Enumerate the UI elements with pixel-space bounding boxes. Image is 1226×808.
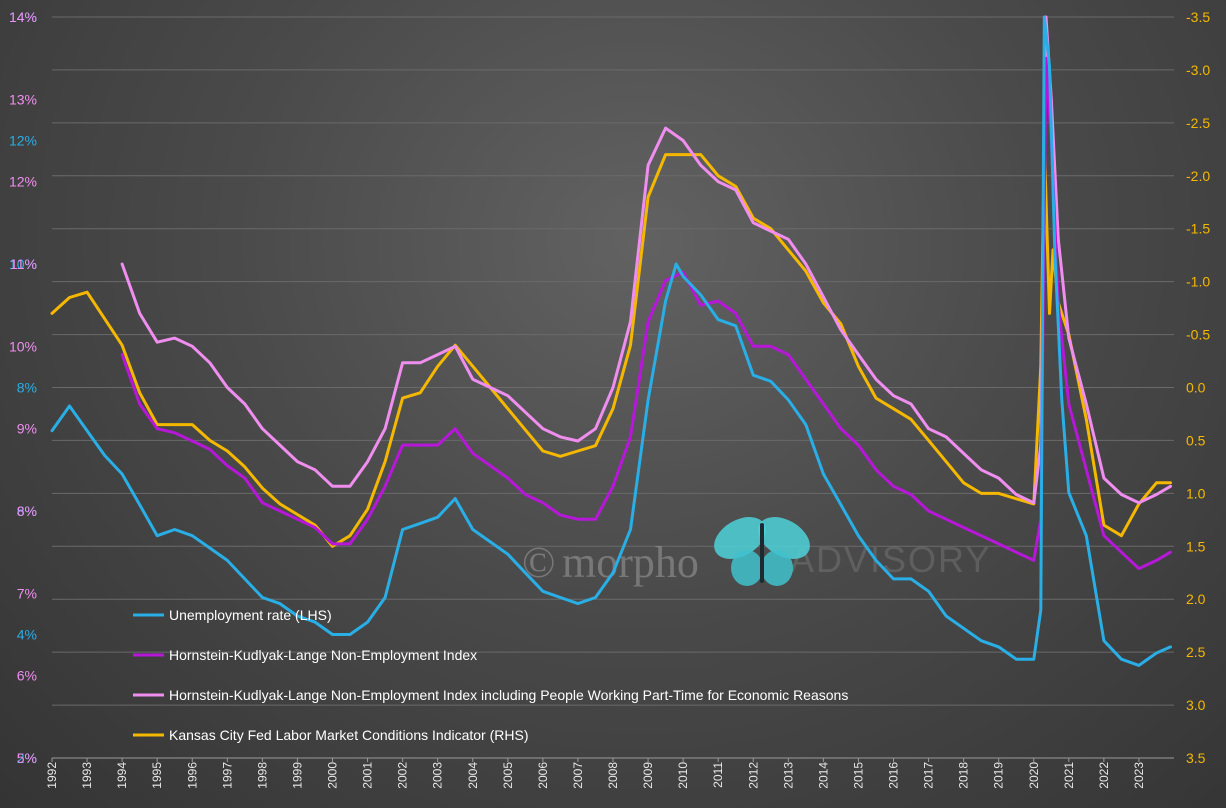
series-line [120,56,1172,571]
x-tick-label: 2001 [361,762,375,789]
x-tick-label: 2000 [326,762,340,789]
legend-entry: Kansas City Fed Labor Market Conditions … [169,727,528,743]
legend-entry: Hornstein-Kudlyak-Lange Non-Employment I… [169,647,477,663]
x-tick-label: 1996 [185,762,199,789]
x-tick-label: 1992 [45,762,59,789]
x-tick-label: 2009 [641,762,655,789]
x-tick-label: 1998 [255,762,269,789]
x-tick-label: 2017 [922,762,936,789]
y-tick-label: 14% [9,9,37,25]
x-tick-label: 2013 [781,762,795,789]
y-tick-label: 3.0 [1186,697,1206,713]
x-tick-label: 1997 [220,762,234,789]
y-tick-label: 13% [9,91,37,107]
series-lines [50,15,1172,667]
series-line [50,142,1172,548]
y-tick-label: 10% [9,338,37,354]
x-tick-label: 2003 [431,762,445,789]
y-tick-label: 4% [17,627,37,643]
x-tick-label: 2005 [501,762,515,789]
series-line [120,15,1172,505]
x-tick-label: 2010 [676,762,690,789]
y-tick-label: 5% [17,750,37,766]
x-tick-label: 2014 [816,762,830,789]
watermark-morpho: morpho [562,538,699,587]
x-tick-label: 2023 [1132,762,1146,789]
y-tick-label: 8% [17,503,37,519]
legend: Unemployment rate (LHS) Hornstein-Kudlyak… [133,607,848,743]
y-tick-label: -1.5 [1186,221,1210,237]
y-tick-label: 3.5 [1186,750,1206,766]
x-tick-label: 2022 [1097,762,1111,789]
y-tick-label: 14% [9,9,37,25]
y-tick-label: 10% [9,256,37,272]
y-tick-label: 8% [17,380,37,396]
x-tick-label: 2002 [396,762,410,789]
x-tick-label: 1994 [115,762,129,789]
x-tick-label: 2011 [711,762,725,788]
watermark-copyright: © [522,538,555,587]
y-tick-label: 6% [17,503,37,519]
y-tick-label: -3.0 [1186,62,1210,78]
y-tick-label: 11% [10,256,37,272]
y-tick-label: 0.5 [1186,432,1206,448]
y-tick-label: -0.5 [1186,327,1210,343]
x-tick-label: 2012 [746,762,760,789]
y-tick-label: 12% [9,174,37,190]
x-tick-label: 2020 [1027,762,1041,789]
x-tick-label: 2019 [992,762,1006,789]
x-tick-label: 2006 [536,762,550,789]
butterfly-logo [714,517,810,586]
x-tick-label: 2016 [887,762,901,789]
y-tick-label: 9% [17,421,37,437]
y-tick-label: 12% [9,133,37,149]
y-tick-label: -2.0 [1186,168,1210,184]
series-line [50,15,1172,667]
x-tick-label: 2007 [571,762,585,789]
x-tick-label: 2008 [606,762,620,789]
x-tick-label: 2021 [1062,762,1076,789]
x-tick-label: 1995 [150,762,164,789]
y-tick-label: -1.0 [1186,274,1210,290]
y-axis-right-lmci: -3.5 -3.0 -2.5 -2.0 -1.5 -1.0 -0.5 0.0 0.5 1.0 1.5… [1186,9,1210,766]
legend-entry: Hornstein-Kudlyak-Lange Non-Employment I… [169,687,848,703]
y-tick-label: 2% [17,750,37,766]
x-tick-label: 2015 [851,762,865,789]
x-tick-label: 2018 [957,762,971,789]
legend-entry: Unemployment rate (LHS) [169,607,332,623]
y-tick-label: 7% [17,585,37,601]
y-tick-label: -2.5 [1186,115,1210,131]
x-tick-label: 1999 [290,762,304,789]
y-tick-label: 2.5 [1186,644,1206,660]
gridlines [52,16,1174,759]
y-tick-label: 1.0 [1186,485,1206,501]
y-tick-label: 0.0 [1186,380,1206,396]
x-tick-label: 2004 [466,762,480,789]
y-tick-label: 1.5 [1186,538,1206,554]
y-tick-label: 6% [17,668,37,684]
y-axis-left-unemployment: 2%4%6%8%10%12%14% [9,9,37,766]
y-tick-label: -3.5 [1186,9,1210,25]
x-tick-label: 1993 [80,762,94,789]
y-tick-label: 2.0 [1186,591,1206,607]
x-axis: 1992 1993 1994 1995 1996 1997 1998 1999 2000 2001… [45,757,1174,789]
y-axis-left-hkl: 5%6%7%8%9%10%11%12%13%14% [9,9,37,766]
